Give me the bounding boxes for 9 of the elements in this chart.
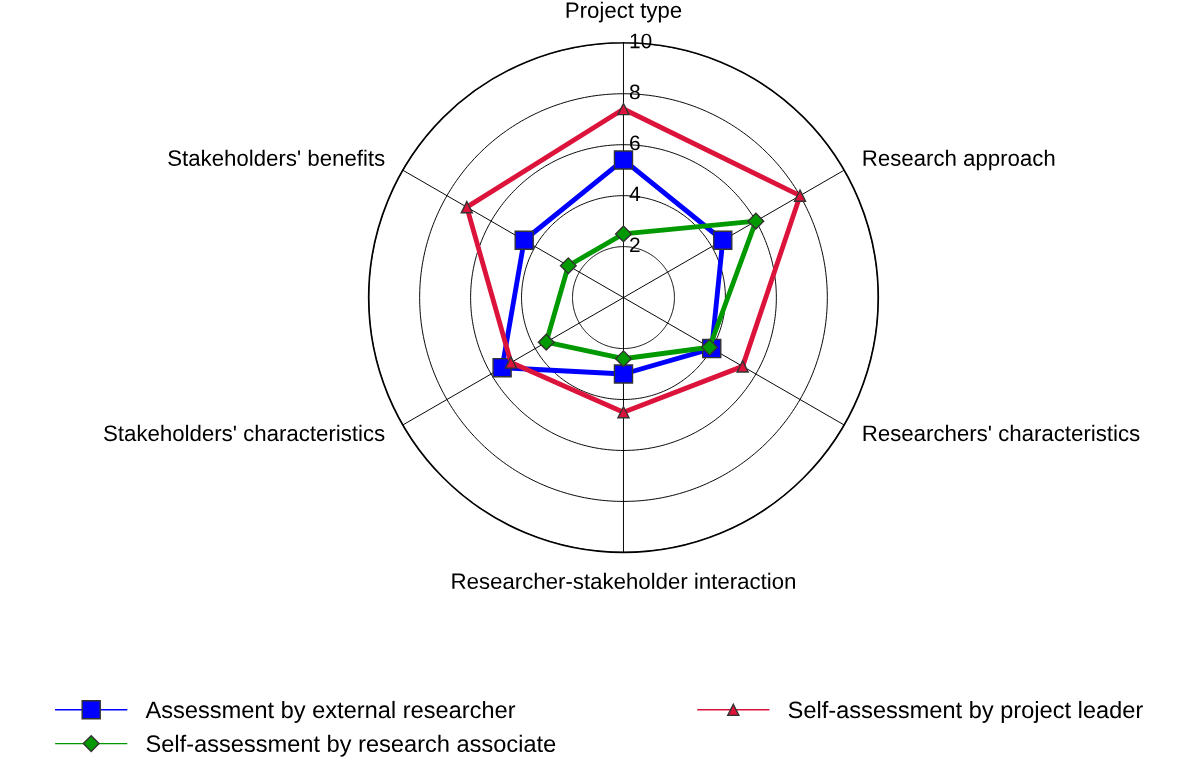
spoke-label: Project type — [566, 1, 682, 23]
spoke-label: Stakeholders' benefits — [168, 149, 385, 166]
spoke-label: Researchers' characteristics — [863, 424, 1140, 442]
legend-label: Self-assessment by research associate — [146, 734, 556, 757]
spoke-label: Researcher-stakeholder interaction — [452, 572, 795, 590]
spoke-label: Research approach — [863, 149, 1055, 171]
legend-label: Assessment by external researcher — [145, 700, 516, 723]
spoke-label: Stakeholders' characteristics — [104, 424, 385, 442]
legend-label: Self-assessment by project leader — [788, 700, 1143, 723]
